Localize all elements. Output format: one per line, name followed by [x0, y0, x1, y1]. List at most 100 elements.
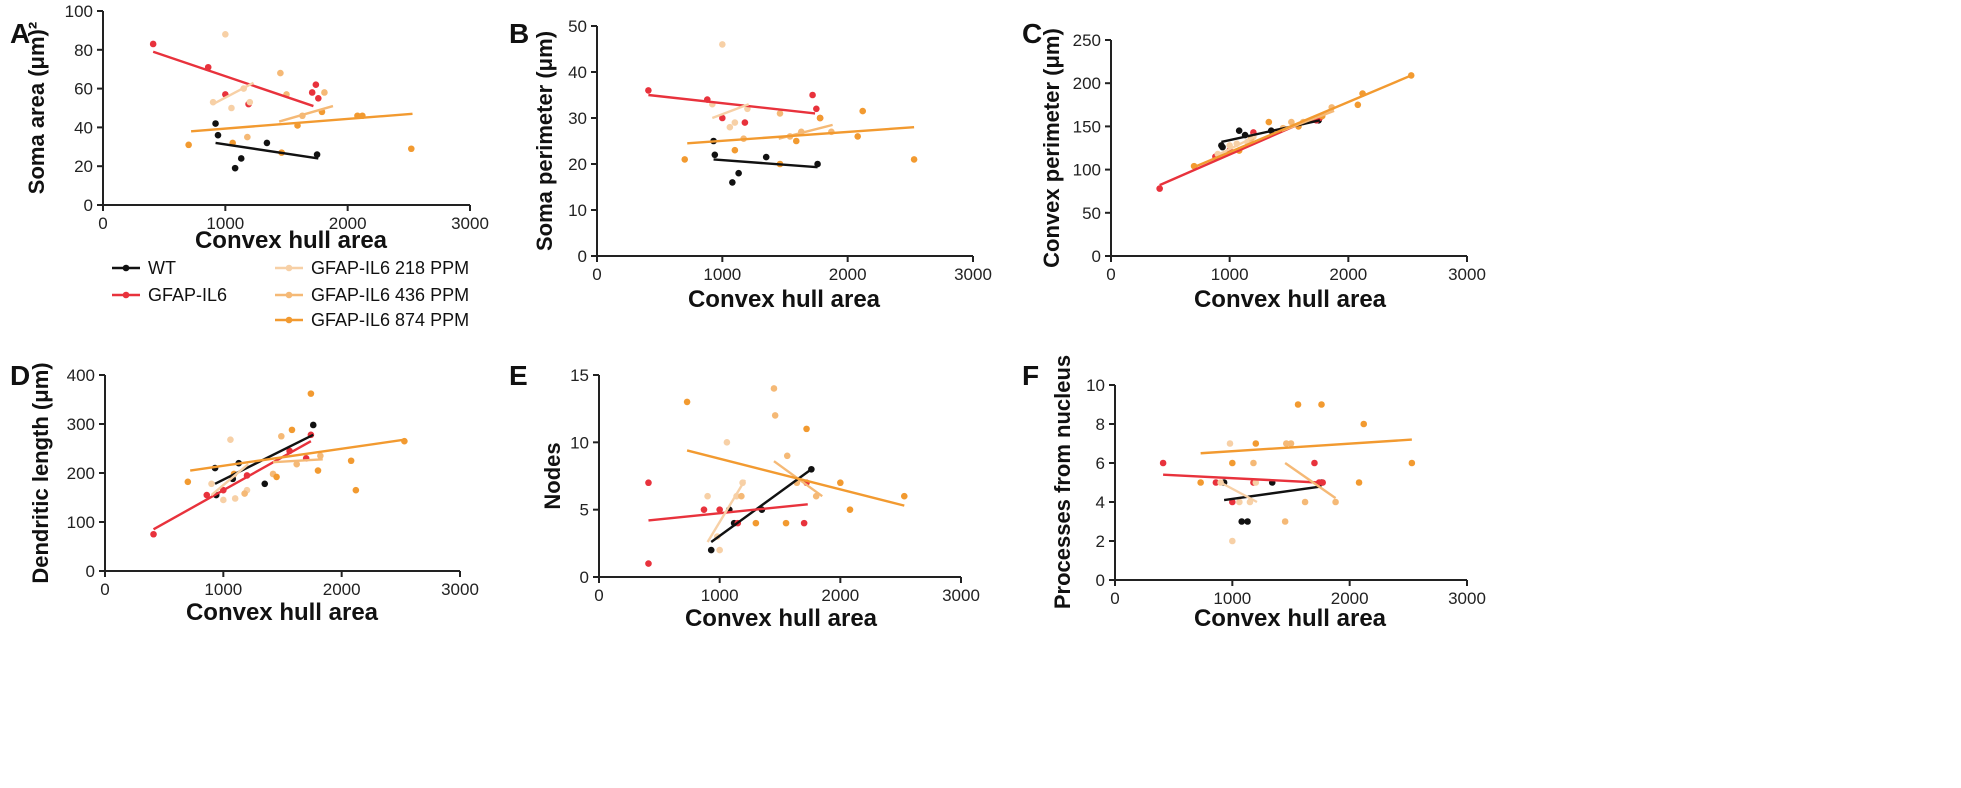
panel-c-point-gfap-il6-874-ppm: [1354, 101, 1362, 109]
panel-f-point-gfap-il6-874-ppm: [1360, 420, 1368, 428]
legend-item-gfap-il6-436-ppm: GFAP-IL6 436 PPM: [275, 285, 469, 305]
panel-f-y-tick-label: 2: [1096, 532, 1105, 551]
panel-c-fit-line-gfap-il6-218-ppm: [1217, 135, 1256, 156]
panel-a-point-wt: [313, 151, 321, 158]
panel-b-point-gfap-il6-874-ppm: [854, 133, 861, 140]
panel-e-series-gfap-il6-874-ppm: [683, 398, 908, 527]
panel-e-fit-line-gfap-il6: [648, 503, 808, 522]
panel-f-point-gfap-il6-436-ppm: [1332, 498, 1339, 506]
panel-f-point-gfap-il6-436-ppm: [1301, 498, 1309, 506]
panel-e-point-wt: [707, 546, 715, 554]
panel-e-fit-line-gfap-il6-218-ppm: [706, 479, 747, 543]
panel-a-point-gfap-il6-436-ppm: [244, 133, 251, 141]
panel-b-y-tick-label: 0: [578, 247, 587, 266]
panel-f-fit-line-gfap-il6: [1163, 473, 1319, 484]
legend-label: WT: [148, 258, 176, 278]
panel-b-point-gfap-il6: [813, 105, 820, 113]
panel-f-point-wt: [1244, 518, 1251, 525]
panel-e-series-gfap-il6-218-ppm: [704, 439, 746, 554]
panel-f-x-tick-label: 3000: [1448, 589, 1486, 608]
panel-a-series-gfap-il6-436-ppm: [244, 69, 328, 141]
panel-a-y-tick-label: 0: [84, 196, 93, 215]
legend-label: GFAP-IL6 218 PPM: [311, 258, 469, 278]
legend-item-gfap-il6-218-ppm: GFAP-IL6 218 PPM: [275, 258, 469, 278]
panel-b-y-tick-label: 10: [568, 201, 587, 220]
panel-b: B 0 1000 2000 3000 0 10 20 30 40 50 Convex hull are…: [509, 17, 992, 313]
legend-label: GFAP-IL6: [148, 285, 227, 305]
panel-d-y-tick-label: 400: [67, 366, 95, 385]
panel-c-letter: C: [1022, 18, 1042, 49]
panel-a-fit-line-wt: [215, 141, 319, 160]
panel-a-x-tick-label: 3000: [451, 214, 489, 233]
panel-f-point-gfap-il6-436-ppm: [1281, 518, 1289, 525]
panel-d-point-gfap-il6-218-ppm: [227, 436, 234, 443]
panel-f-y-label: Processes from nucleus: [1050, 355, 1075, 609]
panel-a-point-wt: [237, 155, 245, 162]
panel-f-point-gfap-il6: [1159, 459, 1167, 467]
panel-a-point-gfap-il6-874-ppm: [185, 141, 192, 149]
panel-e-y-label: Nodes: [540, 442, 565, 509]
panel-c-point-gfap-il6-874-ppm: [1190, 162, 1198, 170]
panel-c-fit-line-gfap-il6-874-ppm: [1195, 74, 1412, 168]
panel-f-point-gfap-il6-218-ppm: [1236, 498, 1243, 506]
panel-d-point-gfap-il6: [150, 530, 157, 538]
panel-f-y-tick-label: 6: [1096, 454, 1105, 473]
panel-b-x-tick-label: 2000: [829, 265, 867, 284]
panel-c-fit-line-wt: [1221, 119, 1321, 144]
panel-a-x-tick-label: 0: [98, 214, 107, 233]
panel-e-series-gfap-il6-436-ppm: [738, 385, 820, 500]
panel-f-x-tick-label: 2000: [1331, 589, 1369, 608]
panel-f-point-gfap-il6-436-ppm: [1283, 440, 1290, 447]
panel-e-point-gfap-il6-436-ppm: [738, 492, 745, 500]
panel-d-y-label: Dendritic length (μm): [28, 362, 53, 583]
panel-b-point-gfap-il6: [719, 114, 726, 122]
panel-d: D 0 1000 2000 3000 0 100 200 300 400 Convex hull a…: [10, 360, 479, 626]
panel-c-point-gfap-il6: [1156, 185, 1163, 192]
panel-d-series-gfap-il6-218-ppm: [208, 436, 251, 504]
panel-a-x-tick-label: 2000: [329, 214, 367, 233]
panel-e-fit-line-gfap-il6-874-ppm: [686, 449, 905, 507]
panel-f-point-gfap-il6-218-ppm: [1229, 537, 1236, 545]
panel-a-y-label: Soma area (μm)²: [24, 22, 49, 194]
panel-b-y-label: Soma perimeter (μm): [532, 31, 557, 251]
panel-f-point-gfap-il6-874-ppm: [1294, 401, 1302, 408]
panel-f-point-gfap-il6-874-ppm: [1229, 459, 1236, 467]
panel-b-point-gfap-il6-874-ppm: [731, 146, 739, 154]
panel-d-point-gfap-il6-874-ppm: [184, 478, 192, 486]
panel-f-fit-line-gfap-il6-436-ppm: [1284, 462, 1337, 500]
panel-e-x-tick-label: 0: [594, 586, 603, 605]
panel-e-point-gfap-il6-874-ppm: [837, 479, 844, 487]
panel-b-x-label: Convex hull area: [688, 286, 881, 313]
panel-a-point-gfap-il6-436-ppm: [277, 69, 284, 77]
panel-c-y-tick-label: 0: [1092, 247, 1101, 266]
panel-d-y-tick-label: 300: [67, 415, 95, 434]
panel-f-point-gfap-il6: [1319, 479, 1326, 486]
panel-b-x-tick-label: 1000: [703, 265, 741, 284]
panel-a-fit-line-gfap-il6: [152, 50, 314, 108]
panel-f-point-gfap-il6-218-ppm: [1252, 479, 1260, 486]
panel-b-point-gfap-il6-218-ppm: [726, 123, 734, 131]
panel-a-point-wt: [214, 131, 222, 139]
panel-b-point-wt: [735, 169, 742, 177]
panel-e-point-gfap-il6-874-ppm: [846, 506, 854, 513]
panel-d-point-gfap-il6-874-ppm: [347, 457, 355, 465]
panel-f-series-gfap-il6-436-ppm: [1250, 440, 1339, 525]
panel-e-y-tick-label: 5: [580, 501, 589, 520]
panel-e-point-gfap-il6-218-ppm: [723, 439, 731, 446]
panel-a-series-wt: [212, 120, 321, 172]
panel-a-point-gfap-il6: [315, 95, 322, 102]
panel-f-x-tick-label: 0: [1110, 589, 1119, 608]
panel-a-point-gfap-il6-874-ppm: [407, 145, 415, 153]
panel-e-y-tick-label: 15: [570, 366, 589, 385]
legend-label: GFAP-IL6 874 PPM: [311, 310, 469, 330]
panel-e-point-gfap-il6-874-ppm: [803, 425, 810, 433]
panel-e-point-gfap-il6: [800, 519, 808, 527]
panel-c-y-tick-label: 100: [1073, 161, 1101, 180]
panel-b-fit-line-wt: [713, 158, 818, 169]
panel-f-y-tick-label: 4: [1096, 493, 1105, 512]
panel-f-point-gfap-il6-874-ppm: [1197, 479, 1204, 486]
panel-d-fit-line-gfap-il6-436-ppm: [272, 458, 323, 464]
panel-b-point-gfap-il6: [645, 87, 652, 94]
legend-item-wt: WT: [112, 258, 176, 278]
